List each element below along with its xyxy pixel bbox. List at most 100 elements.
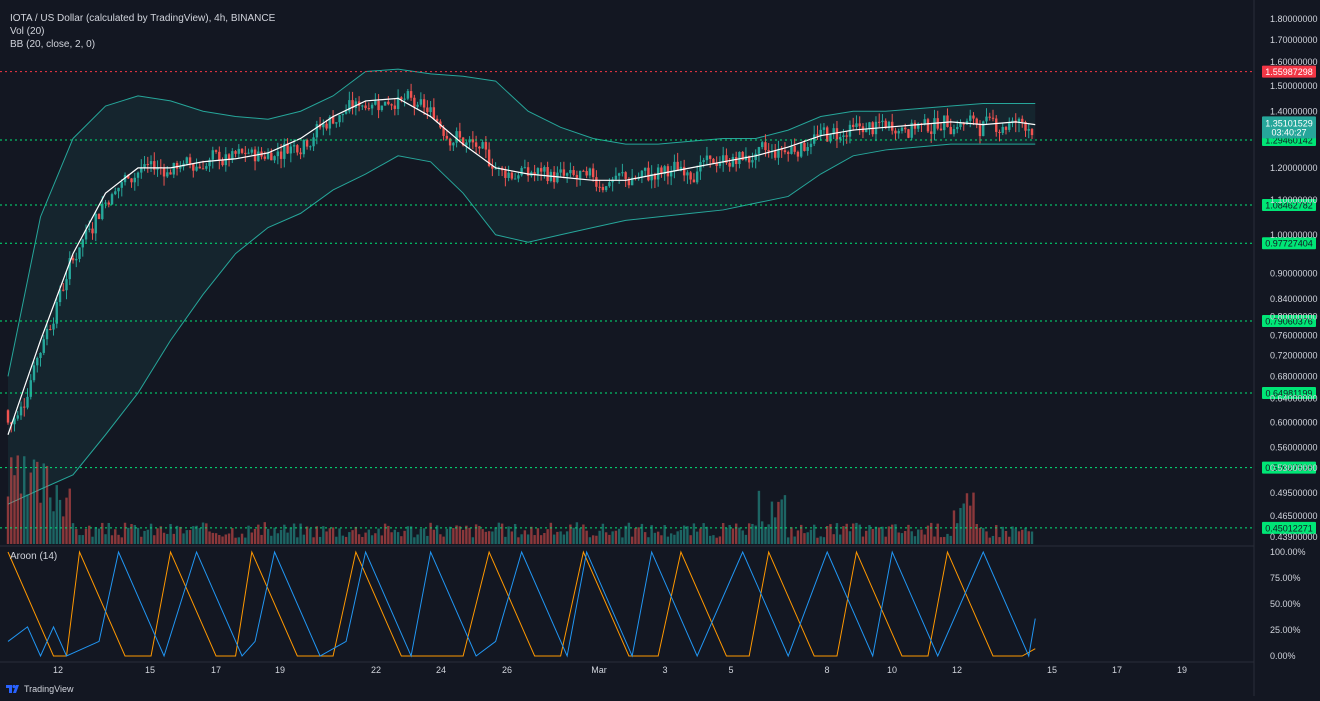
candle-body <box>1021 118 1024 123</box>
volume-bar <box>71 523 75 544</box>
volume-bar <box>530 526 533 544</box>
candle-body <box>1027 129 1030 131</box>
volume-bar <box>962 503 965 544</box>
volume-bar <box>588 537 592 544</box>
candle-body <box>982 121 985 137</box>
volume-bar <box>396 532 400 544</box>
aroon-axis-label: 0.00% <box>1270 651 1296 661</box>
candle-body <box>777 149 780 158</box>
volume-bar <box>146 529 149 544</box>
volume-bar <box>286 532 289 544</box>
volume-bar <box>429 522 432 544</box>
candle-body <box>504 170 507 178</box>
volume-bar <box>939 537 943 544</box>
candle-body <box>998 131 1001 133</box>
candle-body <box>1004 126 1008 130</box>
candle-body <box>39 352 42 358</box>
candle-body <box>162 168 166 177</box>
price-level-badge <box>1262 237 1316 250</box>
volume-bar <box>751 523 754 544</box>
time-axis-label: 19 <box>275 665 285 675</box>
volume-bar <box>510 531 514 544</box>
volume-bar <box>855 522 858 544</box>
candle-body <box>617 173 621 176</box>
candle-body <box>279 151 283 159</box>
candle-body <box>406 91 410 99</box>
candle-body <box>422 99 426 108</box>
volume-bar <box>299 523 302 544</box>
volume-bar <box>552 534 556 544</box>
volume-bar <box>728 524 731 544</box>
candle-body <box>468 139 471 143</box>
volume-bar <box>653 532 657 544</box>
volume-indicator-label[interactable]: Vol (20) <box>10 26 45 37</box>
candle-body <box>972 115 975 119</box>
candle-body <box>904 127 907 130</box>
volume-bar <box>725 527 728 544</box>
candle-body <box>926 119 930 132</box>
candle-body <box>536 168 540 175</box>
volume-bar <box>738 527 741 544</box>
volume-bar <box>432 529 436 544</box>
candle-body <box>403 98 406 100</box>
candle-body <box>351 100 354 109</box>
volume-bar <box>546 529 549 544</box>
volume-bar <box>504 536 507 544</box>
candle-body <box>682 166 686 176</box>
candle-body <box>120 182 123 188</box>
price-tick-label: 0.46500000 <box>1270 511 1318 521</box>
volume-bar <box>601 523 605 544</box>
volume-bar <box>273 527 276 544</box>
candle-body <box>146 164 149 166</box>
volume-bar <box>253 528 257 544</box>
candle-body <box>396 97 400 109</box>
brand-label: TradingView <box>24 684 74 694</box>
volume-bar <box>702 523 705 544</box>
footer-brand[interactable]: TradingView <box>6 684 74 694</box>
volume-bar <box>16 455 19 544</box>
candle-body <box>822 127 826 130</box>
volume-bar <box>956 523 959 544</box>
volume-bar <box>393 529 397 544</box>
time-axis-label: 5 <box>728 665 733 675</box>
volume-bar <box>409 526 413 544</box>
volume-bar <box>10 457 13 544</box>
volume-bar <box>205 523 208 544</box>
price-level-badge <box>1262 461 1316 474</box>
aroon-indicator-label[interactable]: Aroon (14) <box>10 551 58 562</box>
candle-body <box>289 146 293 154</box>
volume-bar <box>793 536 796 544</box>
candle-body <box>16 415 19 419</box>
candle-body <box>767 150 770 152</box>
candle-body <box>956 126 959 130</box>
volume-bar <box>692 523 696 544</box>
candle-body <box>582 170 585 172</box>
volume-bar <box>832 534 835 544</box>
candle-body <box>855 123 858 127</box>
volume-bar <box>533 535 536 544</box>
volume-bar <box>380 535 384 544</box>
volume-bar <box>182 533 185 544</box>
volume-bar <box>133 525 136 544</box>
volume-bar <box>904 530 907 544</box>
price-level-badge <box>1262 387 1316 400</box>
candle-body <box>754 153 757 161</box>
candle-body <box>136 172 140 178</box>
price-tick-label: 1.20000000 <box>1270 163 1318 173</box>
volume-bar <box>757 490 761 544</box>
volume-bar <box>97 528 101 544</box>
symbol-title[interactable]: IOTA / US Dollar (calculated by TradingV… <box>10 13 276 24</box>
volume-bar <box>887 526 891 544</box>
candle-body <box>591 168 595 178</box>
volume-bar <box>760 521 764 544</box>
volume-bar <box>611 531 614 544</box>
candle-body <box>741 151 744 161</box>
volume-bar <box>257 524 260 544</box>
volume-bar <box>835 523 839 544</box>
volume-bar <box>845 523 848 544</box>
price-tick-label: 0.53000000 <box>1270 463 1318 473</box>
bollinger-indicator-label[interactable]: BB (20, close, 2, 0) <box>10 39 96 50</box>
volume-bar <box>487 531 491 544</box>
